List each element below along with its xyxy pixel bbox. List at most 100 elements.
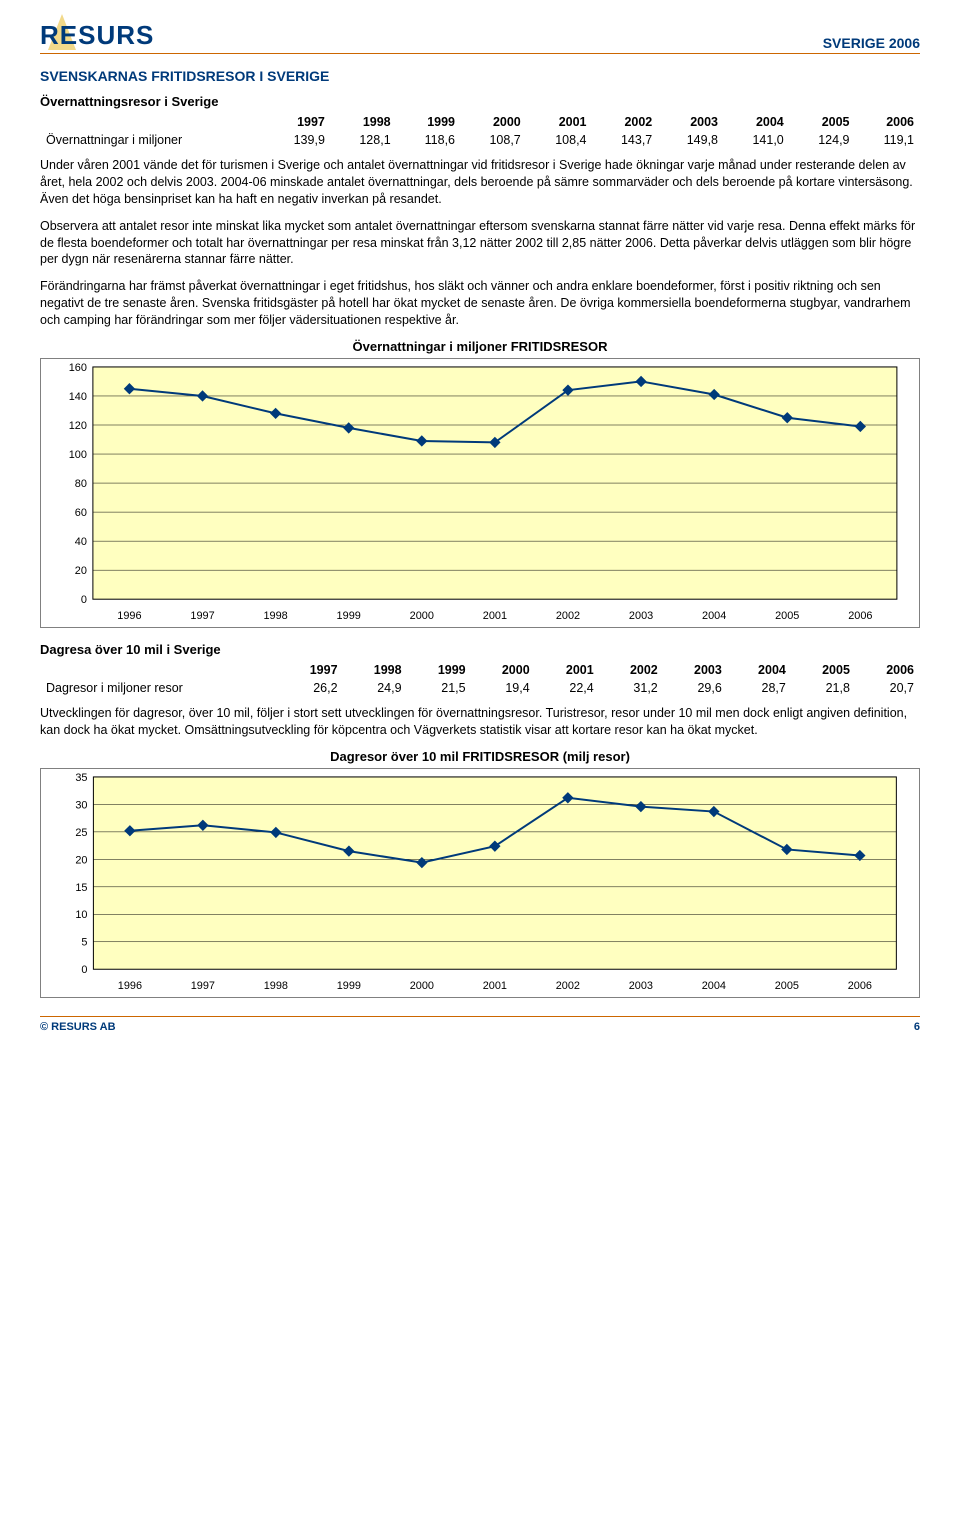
section2-subtitle: Dagresa över 10 mil i Sverige — [40, 642, 920, 657]
table-cell: 31,2 — [600, 679, 664, 697]
svg-text:1998: 1998 — [264, 980, 288, 992]
table-cell: 22,4 — [536, 679, 600, 697]
section1-p1: Under våren 2001 vände det för turismen … — [40, 157, 920, 208]
svg-text:2001: 2001 — [483, 610, 507, 622]
section1-title: SVENSKARNAS FRITIDSRESOR I SVERIGE — [40, 68, 920, 84]
table-row-label: Övernattningar i miljoner — [40, 131, 265, 149]
table-cell: 143,7 — [593, 131, 659, 149]
section1-p2: Observera att antalet resor inte minskat… — [40, 218, 920, 269]
chart1-container: Övernattningar i miljoner FRITIDSRESOR 0… — [40, 339, 920, 628]
section1-subtitle: Övernattningsresor i Sverige — [40, 94, 920, 109]
table-cell: 21,5 — [408, 679, 472, 697]
table-col-header: 1998 — [331, 113, 397, 131]
table-col-header: 2001 — [527, 113, 593, 131]
svg-text:2005: 2005 — [775, 980, 799, 992]
table-col-header: 1999 — [408, 661, 472, 679]
page-header: RESURS SVERIGE 2006 — [40, 20, 920, 54]
svg-text:35: 35 — [75, 772, 87, 784]
svg-text:0: 0 — [81, 964, 87, 976]
table-cell: 141,0 — [724, 131, 790, 149]
table-cell: 29,6 — [664, 679, 728, 697]
svg-text:10: 10 — [75, 909, 87, 921]
svg-text:60: 60 — [75, 507, 87, 519]
table-col-header: 2003 — [658, 113, 724, 131]
svg-text:2004: 2004 — [702, 980, 726, 992]
table-col-header: 1997 — [279, 661, 343, 679]
table-cell: 149,8 — [658, 131, 724, 149]
svg-text:1996: 1996 — [117, 610, 141, 622]
svg-text:2001: 2001 — [483, 980, 507, 992]
table-col-header: 2000 — [461, 113, 527, 131]
table-cell: 128,1 — [331, 131, 397, 149]
table-col-header: 2002 — [600, 661, 664, 679]
table-col-header: 2005 — [790, 113, 856, 131]
section1-p3: Förändringarna har främst påverkat övern… — [40, 278, 920, 329]
table-col-header: 1998 — [344, 661, 408, 679]
svg-text:20: 20 — [75, 854, 87, 866]
svg-text:2005: 2005 — [775, 610, 799, 622]
svg-text:100: 100 — [69, 449, 87, 461]
svg-text:2000: 2000 — [410, 610, 434, 622]
svg-text:2004: 2004 — [702, 610, 726, 622]
svg-text:160: 160 — [69, 362, 87, 374]
svg-text:1996: 1996 — [118, 980, 142, 992]
table-col-header: 2006 — [856, 661, 920, 679]
svg-text:2003: 2003 — [629, 610, 653, 622]
table-cell: 124,9 — [790, 131, 856, 149]
table-col-header: 1997 — [265, 113, 331, 131]
table-cell: 21,8 — [792, 679, 856, 697]
table-col-header: 2003 — [664, 661, 728, 679]
table-cell: 28,7 — [728, 679, 792, 697]
table-cell: 108,7 — [461, 131, 527, 149]
svg-text:2002: 2002 — [556, 980, 580, 992]
table-dagresor: 1997199819992000200120022003200420052006… — [40, 661, 920, 697]
logo: RESURS — [40, 20, 154, 51]
footer-left: © RESURS AB — [40, 1021, 116, 1033]
table-col-header: 2001 — [536, 661, 600, 679]
table-cell: 118,6 — [397, 131, 461, 149]
table-cell: 20,7 — [856, 679, 920, 697]
svg-text:1999: 1999 — [337, 610, 361, 622]
chart-dagresor: 0 5 10 15 20 25 30 35 1996 1997 1998 1999 2000 2001 20… — [40, 768, 920, 998]
table-overnattningar: 1997199819992000200120022003200420052006… — [40, 113, 920, 149]
table-col-header: 2004 — [728, 661, 792, 679]
svg-text:1997: 1997 — [191, 980, 215, 992]
table-row-label: Dagresor i miljoner resor — [40, 679, 279, 697]
svg-text:2003: 2003 — [629, 980, 653, 992]
header-right-label: SVERIGE 2006 — [823, 35, 920, 51]
page-footer: © RESURS AB 6 — [40, 1016, 920, 1033]
table-col-header: 2004 — [724, 113, 790, 131]
svg-text:2000: 2000 — [410, 980, 434, 992]
svg-text:20: 20 — [75, 565, 87, 577]
table-col-header: 2006 — [856, 113, 921, 131]
logo-text: RESURS — [40, 20, 154, 51]
svg-text:40: 40 — [75, 536, 87, 548]
chart-overnattningar: 0204060801001201401601996199719981999200… — [40, 358, 920, 628]
table-cell: 19,4 — [472, 679, 536, 697]
section2-p1: Utvecklingen för dagresor, över 10 mil, … — [40, 705, 920, 739]
svg-text:2006: 2006 — [848, 980, 872, 992]
table-cell: 119,1 — [856, 131, 921, 149]
table-cell: 24,9 — [344, 679, 408, 697]
table-col-header: 2000 — [472, 661, 536, 679]
svg-text:25: 25 — [75, 826, 87, 838]
table-cell: 26,2 — [279, 679, 343, 697]
svg-text:120: 120 — [69, 420, 87, 432]
svg-text:30: 30 — [75, 799, 87, 811]
svg-text:1999: 1999 — [337, 980, 361, 992]
table-cell: 108,4 — [527, 131, 593, 149]
svg-text:140: 140 — [69, 391, 87, 403]
svg-text:1997: 1997 — [190, 610, 214, 622]
table-col-header: 2005 — [792, 661, 856, 679]
svg-text:2006: 2006 — [848, 610, 872, 622]
table-col-header: 2002 — [593, 113, 659, 131]
chart2-title: Dagresor över 10 mil FRITIDSRESOR (milj … — [40, 749, 920, 764]
chart1-title: Övernattningar i miljoner FRITIDSRESOR — [40, 339, 920, 354]
chart2-container: Dagresor över 10 mil FRITIDSRESOR (milj … — [40, 749, 920, 998]
svg-text:15: 15 — [75, 881, 87, 893]
svg-text:1998: 1998 — [263, 610, 287, 622]
table-col-header: 1999 — [397, 113, 461, 131]
svg-text:5: 5 — [81, 936, 87, 948]
table-cell: 139,9 — [265, 131, 331, 149]
svg-text:2002: 2002 — [556, 610, 580, 622]
